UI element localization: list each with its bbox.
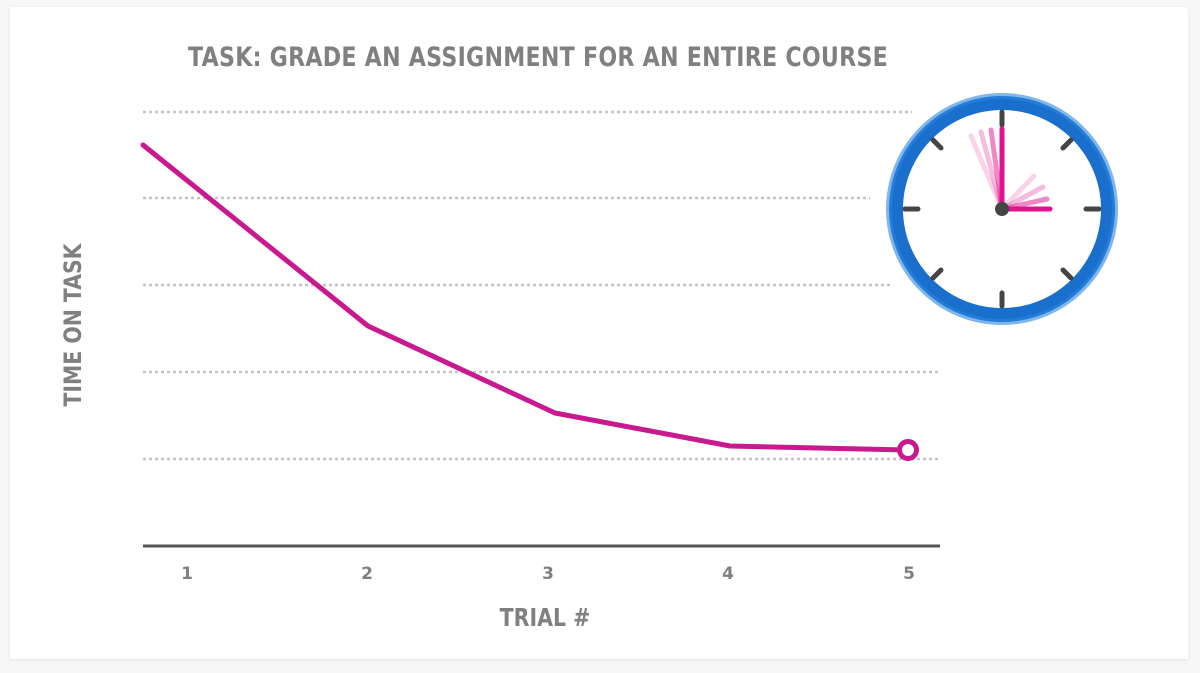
x-tick-5: 5	[903, 564, 915, 584]
series-line	[140, 142, 911, 453]
gridlines	[143, 110, 940, 461]
x-tick-4: 4	[722, 564, 734, 584]
x-tick-3: 3	[542, 564, 554, 584]
x-tick-1: 1	[181, 564, 193, 584]
last-point-marker	[897, 439, 919, 461]
chart-title: TASK: GRADE AN ASSIGNMENT FOR AN ENTIRE …	[187, 42, 889, 73]
x-axis-label: TRIAL #	[499, 603, 591, 632]
x-tick-2: 2	[361, 564, 373, 584]
clock-icon	[886, 93, 1118, 325]
